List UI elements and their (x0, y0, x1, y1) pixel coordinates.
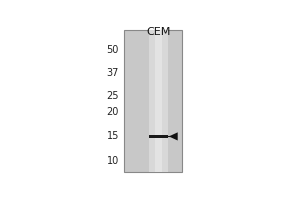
Text: 15: 15 (106, 131, 119, 141)
Text: 25: 25 (106, 91, 119, 101)
Bar (124, 30, 182, 172)
Bar (149, 135, 168, 138)
Bar (155, 30, 161, 172)
Text: CEM: CEM (146, 27, 171, 37)
Text: 10: 10 (106, 156, 119, 166)
Text: 50: 50 (106, 45, 119, 55)
Text: 37: 37 (106, 68, 119, 78)
Text: 20: 20 (106, 107, 119, 117)
Polygon shape (169, 132, 178, 141)
Bar (149, 30, 168, 172)
